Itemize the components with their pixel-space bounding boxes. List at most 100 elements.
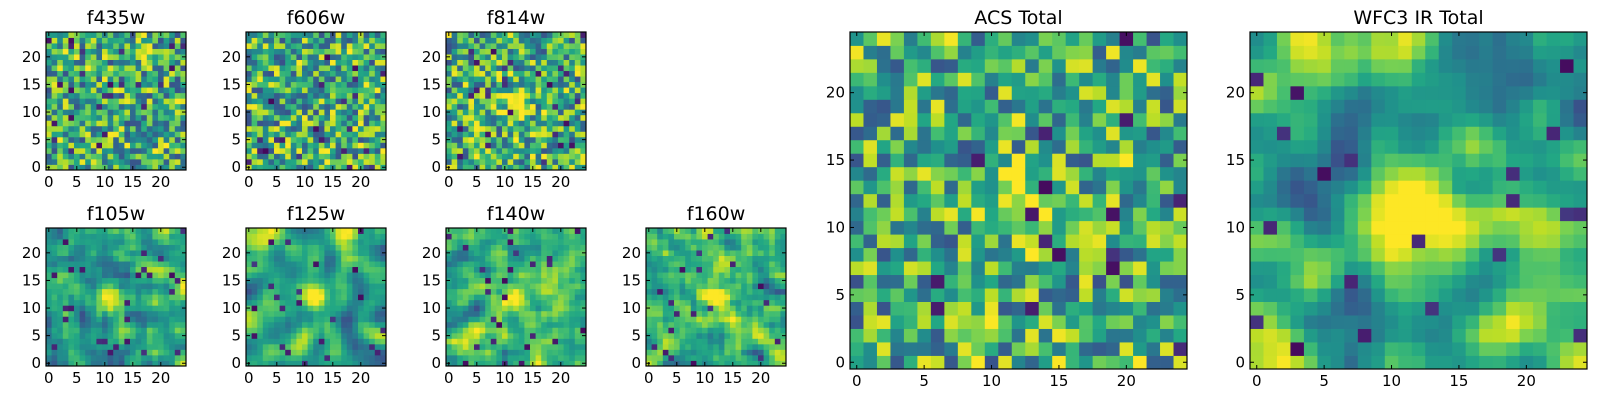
- heatmap-cell: [518, 239, 525, 245]
- heatmap-cell: [152, 136, 159, 143]
- heatmap-cell: [274, 92, 280, 99]
- heatmap-cell: [1173, 220, 1188, 235]
- heatmap-cell: [541, 98, 548, 105]
- heatmap-cell: [274, 136, 280, 143]
- heatmap-cell: [74, 136, 80, 143]
- heatmap-cell: [124, 310, 131, 317]
- heatmap-cell: [346, 349, 353, 356]
- heatmap-cell: [535, 228, 542, 234]
- heatmap-cell: [1173, 355, 1188, 370]
- heatmap-cell: [130, 37, 136, 44]
- heatmap-cell: [346, 233, 353, 240]
- heatmap-cell: [102, 59, 108, 66]
- heatmap-cell: [152, 65, 159, 72]
- heatmap-cell: [279, 114, 286, 121]
- heatmap-cell: [90, 244, 97, 251]
- heatmap-cell: [158, 43, 164, 49]
- heatmap-cell: [474, 332, 480, 339]
- heatmap-cell: [330, 147, 336, 154]
- heatmap-cell: [903, 315, 918, 329]
- heatmap-cell: [279, 54, 286, 60]
- heatmap-cell: [85, 147, 92, 154]
- y-tick-label: 0: [431, 158, 441, 176]
- heatmap-cell: [679, 266, 686, 273]
- heatmap-cell: [685, 354, 692, 361]
- x-tick-label: 5: [472, 369, 482, 387]
- heatmap-cell: [457, 349, 464, 356]
- heatmap-cell: [358, 349, 364, 356]
- heatmap-cell: [850, 315, 864, 329]
- heatmap-cell: [707, 316, 714, 323]
- heatmap-cell: [513, 250, 520, 256]
- heatmap-cell: [569, 120, 576, 127]
- heatmap-cell: [1038, 301, 1053, 316]
- heatmap-cell: [180, 255, 187, 262]
- heatmap-cell: [296, 321, 303, 328]
- heatmap-cell: [552, 316, 559, 323]
- heatmap-cell: [474, 316, 480, 323]
- heatmap-cell: [518, 233, 525, 240]
- heatmap-cell: [674, 310, 680, 317]
- heatmap-cell: [113, 228, 120, 234]
- heatmap-cell: [485, 158, 492, 165]
- heatmap-cell: [318, 103, 325, 110]
- heatmap-cell: [524, 158, 531, 165]
- heatmap-cell: [62, 338, 69, 345]
- heatmap-cell: [51, 70, 58, 77]
- heatmap-cell: [735, 272, 742, 279]
- heatmap-cell: [685, 338, 692, 345]
- heatmap-cell: [296, 54, 303, 60]
- heatmap-cell: [380, 103, 387, 110]
- heatmap-cell: [268, 125, 275, 132]
- heatmap-cell: [752, 261, 759, 268]
- heatmap-cell: [180, 98, 187, 105]
- heatmap-cell: [302, 103, 308, 110]
- heatmap-cell: [302, 327, 308, 334]
- heatmap-cell: [307, 255, 314, 262]
- heatmap-cell: [468, 103, 475, 110]
- heatmap-cell: [468, 349, 475, 356]
- heatmap-cell: [530, 153, 536, 160]
- heatmap-cell: [313, 76, 320, 83]
- heatmap-cell: [102, 87, 108, 94]
- heatmap-cell: [1133, 234, 1147, 249]
- heatmap-cell: [524, 288, 531, 295]
- heatmap-cell: [380, 65, 387, 72]
- heatmap-cell: [674, 239, 680, 245]
- heatmap-cell: [285, 70, 292, 77]
- heatmap-cell: [130, 59, 136, 66]
- heatmap-cell: [180, 43, 187, 49]
- heatmap-cell: [1065, 328, 1080, 343]
- heatmap-cell: [163, 228, 170, 234]
- heatmap-cell: [490, 103, 497, 110]
- heatmap-cell: [668, 228, 675, 234]
- heatmap-cell: [502, 76, 508, 83]
- heatmap-cell: [158, 255, 164, 262]
- heatmap-cell: [535, 142, 542, 149]
- heatmap-cell: [502, 65, 508, 72]
- x-tick-label: 10: [495, 369, 514, 387]
- heatmap-cell: [274, 354, 280, 361]
- heatmap-cell: [62, 153, 69, 160]
- heatmap-cell: [468, 81, 475, 88]
- heatmap-cell: [457, 103, 464, 110]
- heatmap-cell: [662, 332, 669, 339]
- heatmap-cell: [51, 244, 58, 251]
- heatmap-cell: [146, 98, 153, 105]
- heatmap-cell: [741, 255, 748, 262]
- heatmap-cell: [102, 131, 108, 138]
- heatmap-cell: [552, 277, 559, 284]
- heatmap-cell: [763, 299, 770, 306]
- heatmap-cell: [1173, 288, 1188, 302]
- heatmap-cell: [651, 349, 658, 356]
- heatmap-cell: [285, 98, 292, 105]
- heatmap-cell: [335, 266, 342, 273]
- heatmap-cell: [296, 164, 303, 171]
- heatmap-cell: [546, 327, 553, 334]
- heatmap-cell: [674, 288, 680, 295]
- heatmap-cell: [296, 103, 303, 110]
- heatmap-cell: [574, 98, 581, 105]
- heatmap-cell: [85, 136, 92, 143]
- heatmap-cell: [296, 310, 303, 317]
- heatmap-cell: [107, 316, 114, 323]
